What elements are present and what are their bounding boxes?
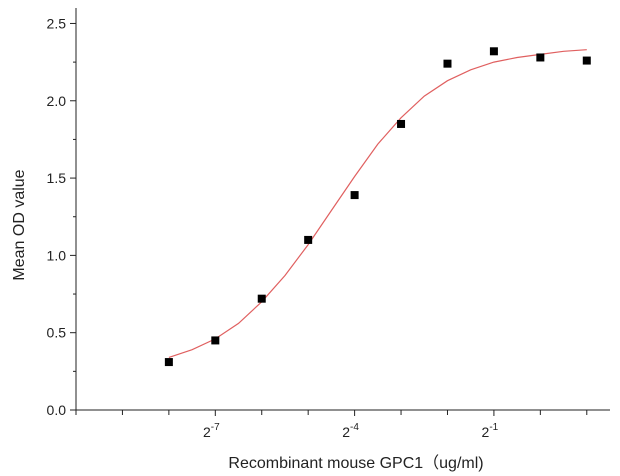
fit-curve-layer [169, 50, 587, 358]
x-tick-exponent: -1 [489, 422, 498, 433]
y-axis-label: Mean OD value [11, 169, 28, 280]
data-point [397, 120, 405, 128]
data-point [536, 53, 544, 61]
y-tick-label: 2.0 [47, 93, 67, 109]
data-point [165, 358, 173, 366]
y-tick-label: 1.5 [47, 170, 67, 186]
fit-curve [169, 50, 587, 358]
data-points-layer [165, 47, 591, 366]
data-point [443, 60, 451, 68]
y-tick-label: 1.0 [47, 247, 67, 263]
axes: 0.0 0.5 1.0 1.5 2.0 2.5 2-7 2-4 2-1 [47, 8, 610, 440]
y-tick-label: 2.5 [47, 15, 67, 31]
data-point [258, 295, 266, 303]
x-tick-label: 2-7 [203, 422, 220, 440]
data-point [583, 57, 591, 65]
x-axis-label: Recombinant mouse GPC1（ug/ml) [228, 454, 483, 472]
x-tick-label: 2-4 [342, 422, 359, 440]
data-point [351, 191, 359, 199]
data-point [304, 236, 312, 244]
data-point [490, 47, 498, 55]
y-tick-label: 0.0 [47, 402, 67, 418]
x-tick-exponent: -4 [350, 422, 359, 433]
y-tick-label: 0.5 [47, 325, 67, 341]
data-point [211, 336, 219, 344]
x-tick-label: 2-1 [482, 422, 499, 440]
x-tick-exponent: -7 [211, 422, 220, 433]
